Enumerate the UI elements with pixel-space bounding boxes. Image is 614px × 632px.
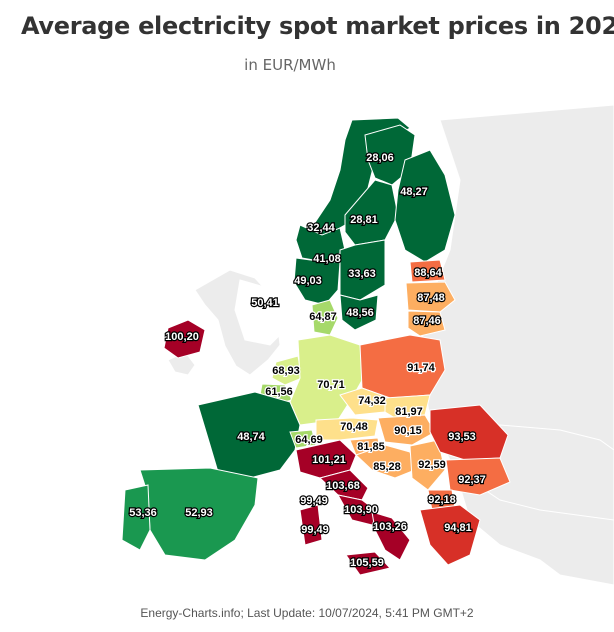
- label-de-lu: 70,71: [317, 379, 345, 391]
- region-fr[interactable]: [197, 391, 301, 479]
- region-nl[interactable]: [271, 355, 303, 386]
- label-mk: 92,18: [428, 494, 456, 506]
- region-se4[interactable]: [339, 294, 379, 331]
- label-it-sar: 99,49: [300, 495, 328, 507]
- label-se1: 28,06: [366, 152, 394, 164]
- region-se2[interactable]: [344, 179, 399, 246]
- label-fr: 48,74: [237, 431, 265, 443]
- region-fi[interactable]: [394, 149, 456, 263]
- region-lt[interactable]: [407, 310, 446, 337]
- label-lt: 87,46: [413, 315, 441, 327]
- chart-subtitle: in EUR/MWh: [244, 56, 336, 74]
- label-pt: 53,36: [129, 507, 157, 519]
- region-dk[interactable]: [311, 299, 339, 336]
- label-it-s: 103,26: [373, 521, 407, 533]
- label-si: 81,85: [357, 441, 385, 453]
- label-es: 52,93: [185, 507, 213, 519]
- region-ee[interactable]: [409, 259, 446, 283]
- label-gr: 94,81: [444, 522, 472, 534]
- label-ch: 64,69: [295, 434, 323, 446]
- region-it-cn[interactable]: [319, 469, 369, 501]
- label-bg: 92,37: [458, 474, 486, 486]
- label-hr: 92,59: [418, 459, 446, 471]
- label-it-cs: 103,90: [344, 504, 378, 516]
- label-ro: 93,53: [448, 431, 476, 443]
- label-no-n: 41,08: [313, 253, 341, 265]
- label-rs: 85,28: [373, 461, 401, 473]
- region-bg[interactable]: [445, 457, 511, 496]
- region-it-sic[interactable]: [345, 551, 391, 576]
- region-rs[interactable]: [409, 439, 446, 491]
- region-it-s[interactable]: [371, 511, 411, 561]
- region-no-nw[interactable]: [295, 224, 346, 263]
- label-lv: 87,48: [417, 292, 445, 304]
- price-regions: [121, 117, 511, 576]
- label-it-sic: 105,59: [350, 557, 384, 569]
- label-no-nw: 32,44: [307, 222, 335, 234]
- region-lv[interactable]: [405, 281, 456, 313]
- label-at: 70,48: [340, 421, 368, 433]
- label-dk: 64,87: [309, 311, 337, 323]
- label-ee: 88,64: [414, 267, 442, 279]
- label-se2: 28,81: [350, 214, 378, 226]
- region-pt[interactable]: [121, 484, 151, 551]
- label-sk: 81,97: [395, 406, 423, 418]
- label-hu: 90,15: [394, 425, 422, 437]
- region-at[interactable]: [315, 417, 379, 441]
- label-no-sw: 49,03: [294, 275, 322, 287]
- label-fi: 48,27: [400, 186, 428, 198]
- label-pl: 91,74: [407, 362, 435, 374]
- label-nl: 68,93: [272, 365, 300, 377]
- label-gb: 50,41: [251, 297, 279, 309]
- label-cz: 74,32: [358, 395, 386, 407]
- label-ie: 100,20: [165, 331, 199, 343]
- region-hu[interactable]: [377, 414, 436, 446]
- region-gb[interactable]: [234, 279, 286, 346]
- label-it-n: 101,21: [312, 454, 346, 466]
- region-ie[interactable]: [163, 319, 206, 359]
- credit-line: Energy-Charts.info; Last Update: 10/07/2…: [140, 606, 474, 620]
- region-it-sar[interactable]: [299, 504, 323, 546]
- region-gr[interactable]: [419, 504, 481, 566]
- region-labels: 28,06 48,27 28,81 32,44 41,08 49,03 33,6…: [128, 151, 487, 570]
- chart-title: Average electricity spot market prices i…: [21, 12, 614, 40]
- label-it-sar2: 99,49: [301, 524, 329, 536]
- label-be: 61,56: [265, 386, 293, 398]
- label-it-cn: 103,68: [326, 480, 360, 492]
- region-no-sw[interactable]: [293, 257, 341, 306]
- label-se4: 48,56: [346, 307, 374, 319]
- label-se3: 33,63: [348, 268, 376, 280]
